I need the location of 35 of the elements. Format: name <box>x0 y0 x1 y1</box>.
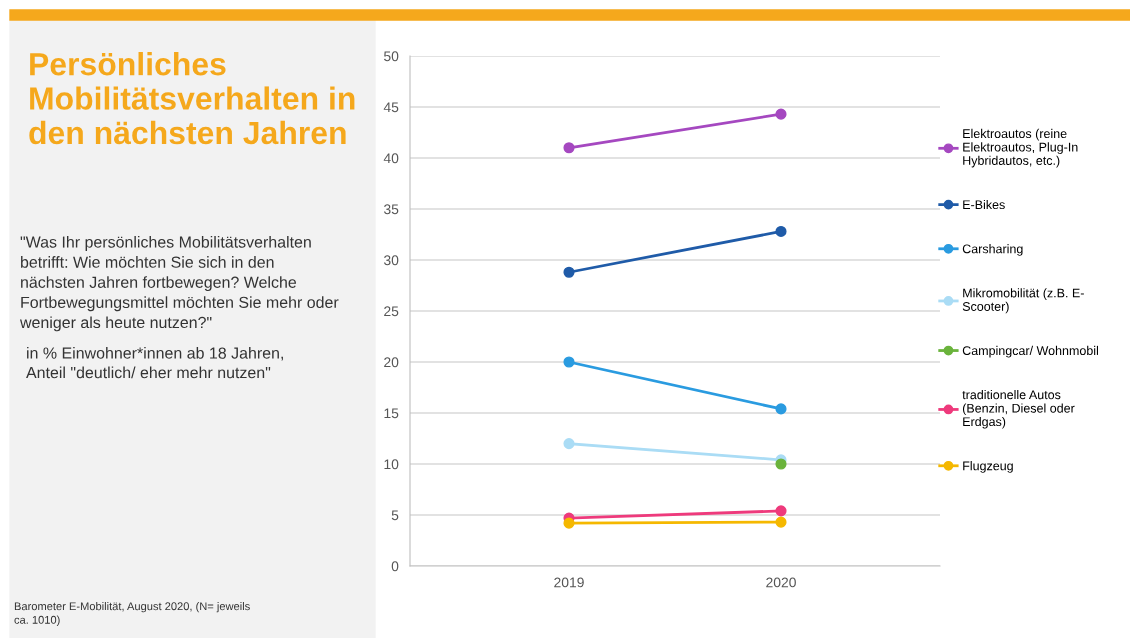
y-tick-label: 5 <box>391 510 399 521</box>
legend-label: Elektroautos (reine Elektroautos, Plug-In Hybridautos, etc.) <box>963 128 1078 168</box>
text: in % Einwohner*innen ab 18 Jahren, Anteil "deutlich/ eher mehr nutzen" <box>26 347 283 379</box>
y-tick-label: 20 <box>384 357 399 368</box>
point <box>775 403 787 415</box>
point <box>775 458 787 470</box>
y-tick-label: 0 <box>391 561 399 572</box>
legend-label: Campingcar/ Wohnmobil <box>962 345 1098 358</box>
x-tick-label: 2020 <box>766 577 796 588</box>
legend-label: E-Bikes <box>963 199 1005 210</box>
point <box>563 517 575 529</box>
point <box>775 225 787 237</box>
y-tick-label: 10 <box>384 459 399 470</box>
point <box>775 516 787 528</box>
y-tick-label: 35 <box>383 204 399 215</box>
y-tick-label: 40 <box>383 153 399 164</box>
point <box>563 438 575 450</box>
legend-label: Mikromobilität (z.B. E- Scooter) <box>962 288 1084 314</box>
point <box>563 142 575 154</box>
legend-label: Flugzeug <box>963 461 1013 473</box>
legend-label: Carsharing <box>962 244 1023 256</box>
text: Barometer E-Mobilität, August 2020, (N= jeweils ca. 1010) <box>14 602 250 626</box>
legend-label: traditionelle Autos (Benzin, Diesel oder Erdgas) <box>962 390 1075 429</box>
point <box>775 108 787 120</box>
y-tick-label: 30 <box>383 255 399 266</box>
point <box>563 356 575 368</box>
y-tick-label: 45 <box>383 102 399 113</box>
x-tick-label: 2019 <box>554 577 584 588</box>
y-tick-label: 25 <box>384 306 399 317</box>
text: Persönliches Mobilitätsverhalten in den nächsten Jahren <box>29 52 355 145</box>
point <box>563 266 575 278</box>
y-tick-label: 50 <box>384 51 399 62</box>
y-tick-label: 15 <box>384 408 399 419</box>
text: "Was Ihr persönliches Mobilitätsverhalten betrifft: Wie möchten Sie sich in den nächsten Jahren fortbewegen? Welche Fortbewegungsmittel möchten Sie mehr oder weniger als heute nutzen?" <box>19 236 339 332</box>
point <box>775 505 787 517</box>
